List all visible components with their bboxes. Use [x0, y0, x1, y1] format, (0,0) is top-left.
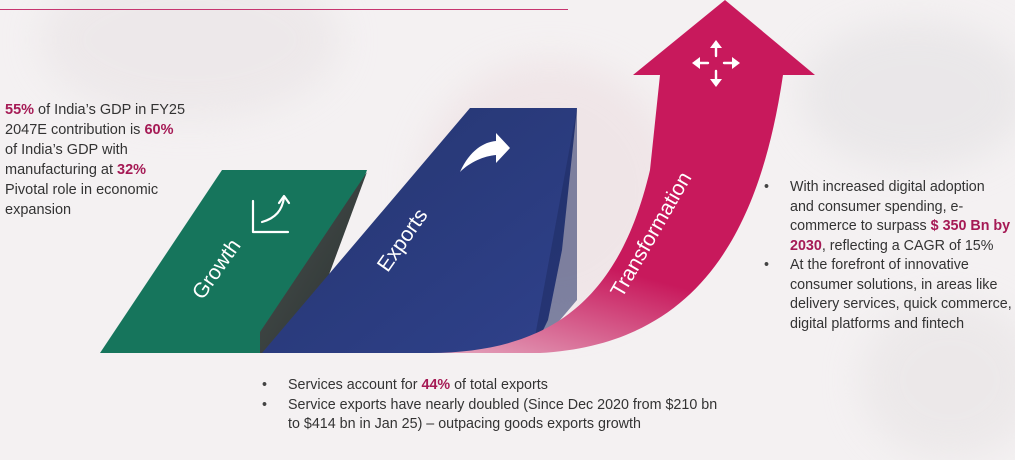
transformation-bullet-list: With increased digital adoption and cons…: [762, 178, 1012, 334]
list-item: With increased digital adoption and cons…: [762, 178, 1012, 256]
curved-arrow-icon: [460, 133, 510, 172]
growth-fact-line: expansion: [5, 202, 72, 218]
exports-facts: Services account for 44% of total export…: [260, 376, 730, 435]
growth-fact-line: 2047E contribution is 60%: [5, 122, 174, 138]
growth-fact-line: Pivotal role in economic: [5, 182, 159, 198]
growth-fact-line: manufacturing at 32%: [5, 162, 147, 178]
transformation-arrow: [430, 0, 815, 353]
background-blob: [800, 20, 1015, 170]
list-item: Service exports have nearly doubled (Sin…: [260, 396, 730, 435]
exports-shadow: [532, 108, 577, 353]
list-item: Services account for 44% of total export…: [260, 376, 730, 396]
growth-chart-icon: [251, 194, 291, 234]
list-item: At the forefront of innovative consumer …: [762, 256, 1012, 334]
growth-facts: 55% of India’s GDP in FY25 2047E contrib…: [5, 100, 220, 220]
top-divider-line: [0, 9, 568, 10]
exports-bullet-list: Services account for 44% of total export…: [260, 376, 730, 435]
transformation-facts: With increased digital adoption and cons…: [762, 178, 1012, 334]
exports-band: [262, 108, 577, 353]
growth-fact-line: of India’s GDP with: [5, 142, 128, 158]
growth-shadow: [260, 172, 367, 353]
growth-fact-line: 55% of India’s GDP in FY25: [5, 102, 186, 118]
four-way-arrows-icon: [692, 40, 740, 87]
